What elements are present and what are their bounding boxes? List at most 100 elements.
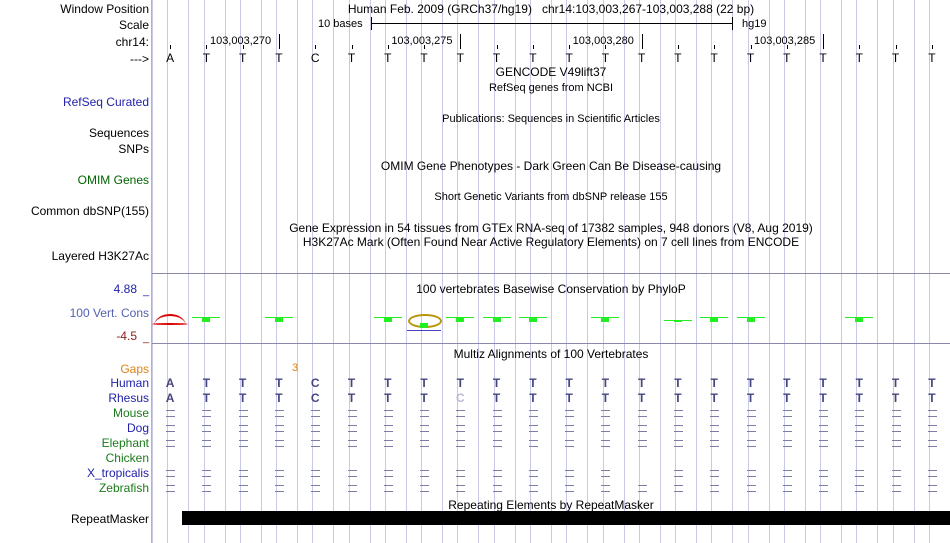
alignment-match-mark (347, 425, 357, 432)
alignment-base: A (165, 391, 175, 405)
species-label-dog[interactable]: Dog (126, 421, 149, 435)
alignment-match-mark (673, 485, 683, 492)
label-sequences[interactable]: Sequences (88, 126, 149, 140)
track-title-publications[interactable]: Publications: Sequences in Scientific Ar… (442, 113, 660, 125)
sequence-base: T (384, 51, 392, 65)
scale-bases-label: 10 bases (318, 18, 363, 30)
label-snps[interactable]: SNPs (118, 142, 149, 156)
track-title-gtex[interactable]: Gene Expression in 54 tissues from GTEx … (289, 221, 813, 235)
track-title-refseq-ncbi[interactable]: RefSeq genes from NCBI (488, 82, 614, 94)
track-title-dbsnp[interactable]: Short Genetic Variants from dbSNP releas… (434, 191, 668, 203)
scale-bar-line (371, 23, 733, 24)
track-title-multiz[interactable]: Multiz Alignments of 100 Vertebrates (453, 347, 649, 361)
alignment-match-mark (420, 410, 430, 417)
ruler-minor-tick (424, 45, 425, 49)
alignment-match-mark (855, 470, 865, 477)
grid-line (805, 0, 806, 543)
alignment-match-mark (456, 470, 466, 477)
conservation-plot[interactable] (152, 300, 950, 338)
alignment-match-mark (819, 470, 829, 477)
alignment-match-mark (492, 425, 502, 432)
alignment-base: T (529, 376, 537, 390)
ruler-major-tick (642, 34, 643, 47)
alignment-base: T (347, 376, 356, 390)
alignment-match-mark (238, 485, 248, 492)
alignment-match-mark (637, 440, 647, 447)
ruler-minor-tick (896, 45, 897, 49)
track-title-repeatmasker[interactable]: Repeating Elements by RepeatMasker (448, 498, 654, 512)
ruler-minor-tick (170, 45, 171, 49)
label-omim-genes[interactable]: OMIM Genes (77, 173, 149, 187)
alignment-match-mark (420, 470, 430, 477)
window-title: Human Feb. 2009 (GRCh37/hg19) chr14:103,… (152, 3, 950, 15)
alignment-match-mark (311, 485, 321, 492)
track-title-omim[interactable]: OMIM Gene Phenotypes - Dark Green Can Be… (380, 159, 722, 173)
grid-line (639, 0, 640, 543)
label-layered-h3k27ac[interactable]: Layered H3K27Ac (51, 249, 149, 263)
alignment-base: T (601, 391, 610, 405)
label-common-dbsnp[interactable]: Common dbSNP(155) (30, 204, 149, 218)
alignment-base: T (710, 376, 718, 390)
label-vert-cons[interactable]: 100 Vert. Cons (69, 306, 149, 320)
alignment-match-mark (456, 485, 466, 492)
species-label-mouse[interactable]: Mouse (112, 406, 149, 420)
grid-line (276, 0, 277, 543)
ruler-major-tick (823, 34, 824, 47)
alignment-base: T (891, 376, 900, 390)
species-label-human[interactable]: Human (110, 376, 149, 390)
species-label-elephant[interactable]: Elephant (101, 436, 149, 450)
species-label-x_tropicalis[interactable]: X_tropicalis (86, 466, 149, 480)
alignment-base: T (746, 391, 755, 405)
alignment-match-mark (383, 470, 393, 477)
grid-line (297, 0, 298, 543)
label-gaps[interactable]: Gaps (120, 362, 149, 376)
alignment-match-mark (274, 410, 284, 417)
grid-line (406, 0, 407, 543)
alignment-match-mark (746, 440, 756, 447)
conservation-bar (747, 317, 755, 322)
alignment-match-mark (528, 410, 538, 417)
grid-line (856, 0, 857, 543)
sequence-base: T (239, 51, 247, 65)
sequence-base: T (855, 51, 863, 65)
alignment-match-mark (274, 470, 284, 477)
track-title-gencode[interactable]: GENCODE V49lift37 (495, 65, 607, 79)
grid-line (225, 0, 226, 543)
ruler-minor-tick (388, 45, 389, 49)
grid-line (152, 0, 153, 543)
grid-line (841, 0, 842, 543)
track-title-phylop[interactable]: 100 vertebrates Basewise Conservation by… (416, 282, 686, 296)
sequence-base: T (529, 51, 537, 65)
alignment-base: T (674, 376, 682, 390)
alignment-match-mark (166, 410, 176, 417)
ruler-minor-tick (243, 45, 244, 49)
species-label-chicken[interactable]: Chicken (105, 451, 149, 465)
repeatmasker-feature[interactable] (182, 511, 950, 525)
gap-marker: 3 (292, 362, 299, 374)
ruler-label: 103,003,275 (391, 35, 453, 47)
alignment-match-mark (855, 440, 865, 447)
alignment-match-mark (927, 485, 937, 492)
grid-line (349, 0, 350, 543)
sequence-base: T (710, 51, 718, 65)
alignment-base: T (710, 391, 718, 405)
sequence-base: T (347, 51, 356, 65)
species-label-rhesus[interactable]: Rhesus (108, 391, 149, 405)
grid-line (784, 0, 785, 543)
ruler-minor-tick (533, 45, 534, 49)
alignment-match-mark (528, 425, 538, 432)
alignment-match-mark (855, 425, 865, 432)
label-repeatmasker[interactable]: RepeatMasker (70, 512, 149, 526)
track-title-h3k27ac[interactable]: H3K27Ac Mark (Often Found Near Active Re… (302, 235, 800, 249)
grid-line (696, 0, 697, 543)
label-refseq-curated[interactable]: RefSeq Curated (62, 95, 149, 109)
ruler-label: 103,003,270 (209, 35, 272, 47)
grid-line (312, 0, 313, 543)
species-label-zebrafish[interactable]: Zebrafish (98, 481, 149, 495)
alignment-match-mark (238, 425, 248, 432)
alignment-match-mark (819, 485, 829, 492)
alignment-match-mark (746, 485, 756, 492)
alignment-match-mark (492, 410, 502, 417)
alignment-match-mark (565, 485, 575, 492)
alignment-base: T (565, 376, 573, 390)
